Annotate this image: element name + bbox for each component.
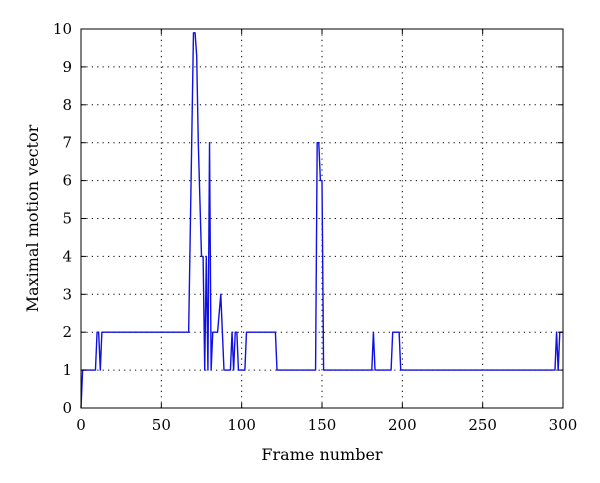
x-tick-label: 250 [468, 416, 497, 434]
x-axis-title: Frame number [261, 445, 383, 464]
x-tick-label: 100 [227, 416, 256, 434]
y-axis-title: Maximal motion vector [23, 124, 42, 312]
y-tick-label: 10 [53, 20, 72, 38]
y-tick-label: 7 [62, 134, 72, 152]
y-tick-label: 2 [62, 323, 72, 341]
x-tick-label: 150 [308, 416, 337, 434]
y-tick-label: 6 [62, 172, 72, 190]
x-tick-label: 0 [76, 416, 86, 434]
axis-ticks: 0 50 100 150 200 250 300 0 1 2 3 4 5 6 7 8 9 10 [53, 20, 577, 434]
series-layer [80, 32, 563, 409]
x-tick-label: 50 [152, 416, 171, 434]
y-tick-label: 1 [62, 361, 72, 379]
x-tick-label: 300 [549, 416, 578, 434]
y-tick-label: 3 [62, 285, 72, 303]
x-tick-label: 200 [388, 416, 417, 434]
y-tick-label: 8 [62, 96, 72, 114]
y-tick-label: 4 [62, 247, 72, 265]
y-tick-label: 9 [62, 58, 72, 76]
series-line-0 [80, 32, 563, 409]
y-tick-label: 5 [62, 210, 72, 228]
y-tick-label: 0 [62, 399, 72, 417]
